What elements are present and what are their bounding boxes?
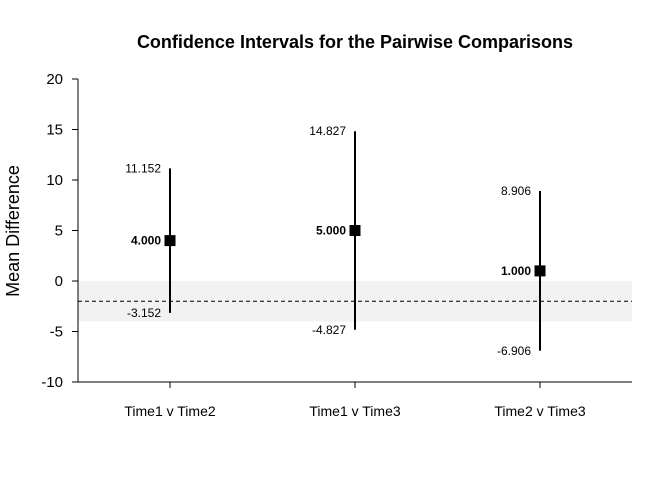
x-tick-label: Time1 v Time2	[124, 403, 215, 419]
x-tick-label: Time2 v Time3	[494, 403, 585, 419]
lower-bound-label: -4.827	[312, 323, 346, 337]
mean-label: 4.000	[131, 234, 161, 248]
mean-point	[349, 225, 361, 236]
lower-bound-label: -3.152	[127, 306, 161, 320]
mean-label: 5.000	[316, 224, 346, 238]
y-tick-label: -5	[50, 324, 63, 341]
y-tick-label: -10	[41, 374, 63, 391]
y-axis-label: Mean Difference	[3, 165, 23, 297]
plot-area: -10 -5 0 5 10 15 20 Time1 v Time2 Time1 v Time3 T…	[41, 71, 632, 419]
y-tick-label: 0	[55, 273, 63, 290]
lower-bound-label: -6.906	[497, 344, 531, 358]
chart-title: Confidence Intervals for the Pairwise Co…	[137, 32, 573, 52]
y-tick-label: 5	[55, 223, 63, 240]
upper-bound-label: 8.906	[501, 184, 531, 198]
mean-point	[534, 265, 546, 277]
x-tick-label: Time1 v Time3	[309, 403, 400, 419]
y-tick-label: 10	[46, 172, 63, 189]
y-tick-label: 20	[46, 71, 63, 88]
mean-point	[164, 235, 176, 247]
mean-label: 1.000	[501, 264, 531, 278]
upper-bound-label: 14.827	[309, 124, 346, 138]
upper-bound-label: 11.152	[125, 161, 161, 175]
y-tick-label: 15	[46, 122, 63, 139]
